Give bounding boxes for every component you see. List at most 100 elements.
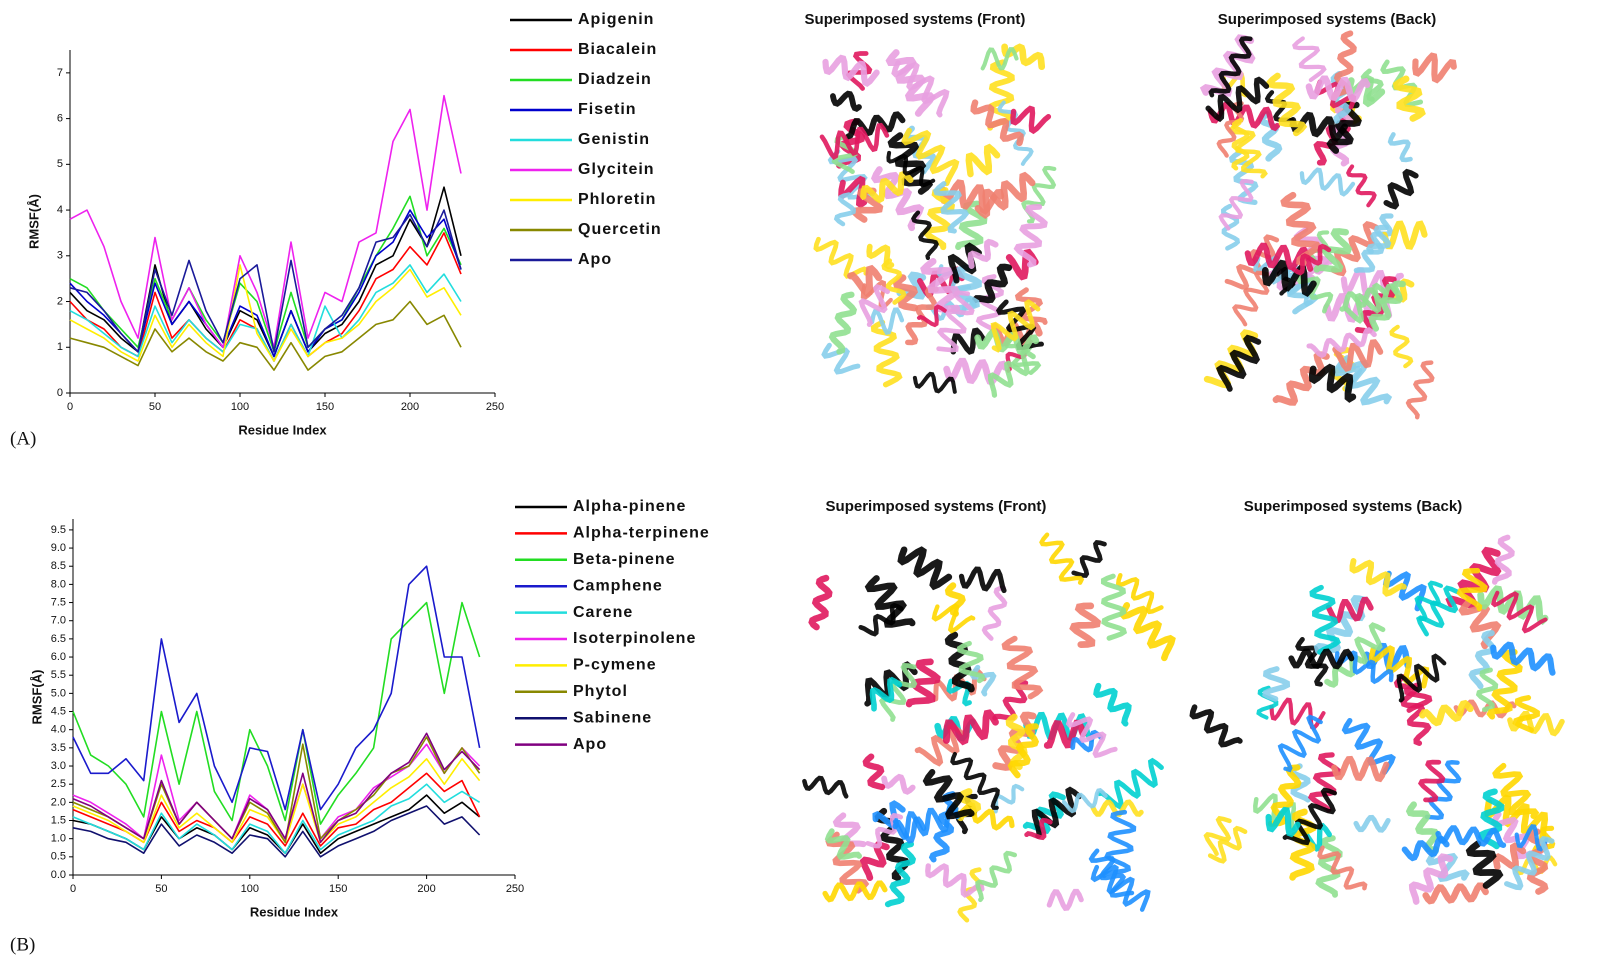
y-tick-label: 6.5 bbox=[51, 633, 66, 645]
legend-label: Carene bbox=[573, 604, 633, 621]
ribbon bbox=[1074, 543, 1105, 576]
protein-structure bbox=[804, 535, 1172, 921]
ribbon bbox=[1073, 606, 1097, 645]
ribbon bbox=[833, 94, 859, 109]
legend-label: Quercetin bbox=[578, 221, 662, 238]
ribbon bbox=[1192, 707, 1240, 745]
ribbon bbox=[1005, 639, 1040, 697]
y-tick-label: 3.0 bbox=[51, 760, 66, 772]
x-tick-label: 0 bbox=[67, 401, 73, 413]
ribbon bbox=[812, 578, 829, 627]
ribbon bbox=[1208, 80, 1266, 119]
legend-label: Apo bbox=[573, 736, 607, 753]
ribbon bbox=[1265, 669, 1287, 699]
y-tick-label: 7.0 bbox=[51, 615, 66, 627]
ribbon bbox=[978, 853, 1015, 900]
panel-label: (A) bbox=[10, 428, 36, 449]
ribbon bbox=[1493, 645, 1552, 673]
ribbon bbox=[1311, 755, 1338, 810]
x-tick-label: 150 bbox=[316, 401, 334, 413]
series-line bbox=[70, 265, 461, 361]
ribbon bbox=[825, 883, 885, 899]
ribbon bbox=[1294, 38, 1324, 80]
y-axis-title: RMSF(Å) bbox=[26, 194, 41, 249]
y-tick-label: 5.0 bbox=[51, 687, 66, 699]
ribbon bbox=[1392, 327, 1411, 366]
ribbon bbox=[1291, 651, 1351, 666]
ribbon bbox=[1206, 818, 1229, 854]
y-tick-label: 8.0 bbox=[51, 578, 66, 590]
legend-label: Phytol bbox=[573, 683, 628, 700]
legend-label: Fisetin bbox=[578, 101, 637, 118]
x-tick-label: 100 bbox=[231, 401, 249, 413]
x-tick-label: 200 bbox=[417, 883, 435, 895]
ribbon bbox=[1415, 56, 1454, 80]
ribbon bbox=[1235, 273, 1268, 325]
image-title: Superimposed systems (Back) bbox=[1244, 498, 1462, 515]
y-tick-label: 8.5 bbox=[51, 560, 66, 572]
y-tick-label: 1.5 bbox=[51, 814, 66, 826]
x-axis-title: Residue Index bbox=[238, 422, 327, 437]
y-tick-label: 4.0 bbox=[51, 724, 66, 736]
legend-label: Beta-pinene bbox=[573, 551, 676, 568]
legend-label: Apo bbox=[578, 251, 612, 268]
x-tick-label: 100 bbox=[241, 883, 259, 895]
ribbon bbox=[1013, 109, 1048, 131]
legend-label: Camphene bbox=[573, 577, 663, 594]
legend-label: Apigenin bbox=[578, 11, 654, 28]
legend-label: P-cymene bbox=[573, 657, 657, 674]
ribbon bbox=[1017, 207, 1045, 265]
series-line bbox=[70, 210, 461, 356]
y-tick-label: 3 bbox=[57, 250, 63, 262]
ribbon bbox=[1312, 588, 1338, 653]
y-tick-label: 2.5 bbox=[51, 778, 66, 790]
series-line bbox=[70, 187, 461, 356]
x-axis-title: Residue Index bbox=[250, 904, 339, 919]
ribbon bbox=[816, 239, 866, 276]
series-line bbox=[70, 210, 461, 352]
legend-label: Alpha-pinene bbox=[573, 498, 686, 515]
ribbon bbox=[901, 550, 949, 586]
legend-label: Genistin bbox=[578, 131, 650, 148]
x-tick-label: 150 bbox=[329, 883, 347, 895]
x-tick-label: 200 bbox=[401, 401, 419, 413]
ribbon bbox=[866, 757, 882, 787]
y-tick-label: 7.5 bbox=[51, 596, 66, 608]
x-tick-label: 250 bbox=[486, 401, 504, 413]
ribbon bbox=[1386, 172, 1416, 207]
image-title: Superimposed systems (Front) bbox=[826, 498, 1047, 515]
protein-structure bbox=[1192, 537, 1562, 901]
panel-label: (B) bbox=[10, 934, 35, 955]
y-tick-label: 4.5 bbox=[51, 705, 66, 717]
ribbon bbox=[1123, 605, 1172, 658]
ribbon bbox=[1096, 686, 1128, 724]
legend-label: Biacalein bbox=[578, 41, 657, 58]
ribbon bbox=[948, 586, 962, 614]
x-tick-label: 0 bbox=[70, 883, 76, 895]
legend-label: Isoterpinolene bbox=[573, 630, 696, 647]
ribbon bbox=[884, 777, 913, 792]
ribbon bbox=[1426, 886, 1486, 901]
ribbon bbox=[1408, 363, 1432, 418]
ribbon bbox=[1421, 762, 1443, 800]
ribbon bbox=[804, 778, 846, 796]
x-tick-label: 50 bbox=[149, 401, 161, 413]
y-axis-title: RMSF(Å) bbox=[29, 670, 44, 725]
image-title: Superimposed systems (Front) bbox=[805, 11, 1026, 28]
legend-label: Diadzein bbox=[578, 71, 652, 88]
y-tick-label: 1 bbox=[57, 341, 63, 353]
figure: (A) (B) Superimposed systems (Front) Sup… bbox=[0, 0, 1600, 976]
legend-label: Phloretin bbox=[578, 191, 656, 208]
y-tick-label: 9.5 bbox=[51, 524, 66, 536]
x-tick-label: 50 bbox=[155, 883, 167, 895]
ribbon bbox=[1390, 134, 1410, 160]
legend-label: Sabinene bbox=[573, 709, 652, 726]
ribbon bbox=[863, 845, 886, 878]
y-tick-label: 2 bbox=[57, 295, 63, 307]
legend-label: Alpha-terpinene bbox=[573, 525, 710, 542]
ribbon bbox=[1309, 330, 1374, 355]
legend-label: Glycitein bbox=[578, 161, 655, 178]
y-tick-label: 5 bbox=[57, 158, 63, 170]
x-tick-label: 250 bbox=[506, 883, 524, 895]
ribbon bbox=[969, 147, 997, 174]
